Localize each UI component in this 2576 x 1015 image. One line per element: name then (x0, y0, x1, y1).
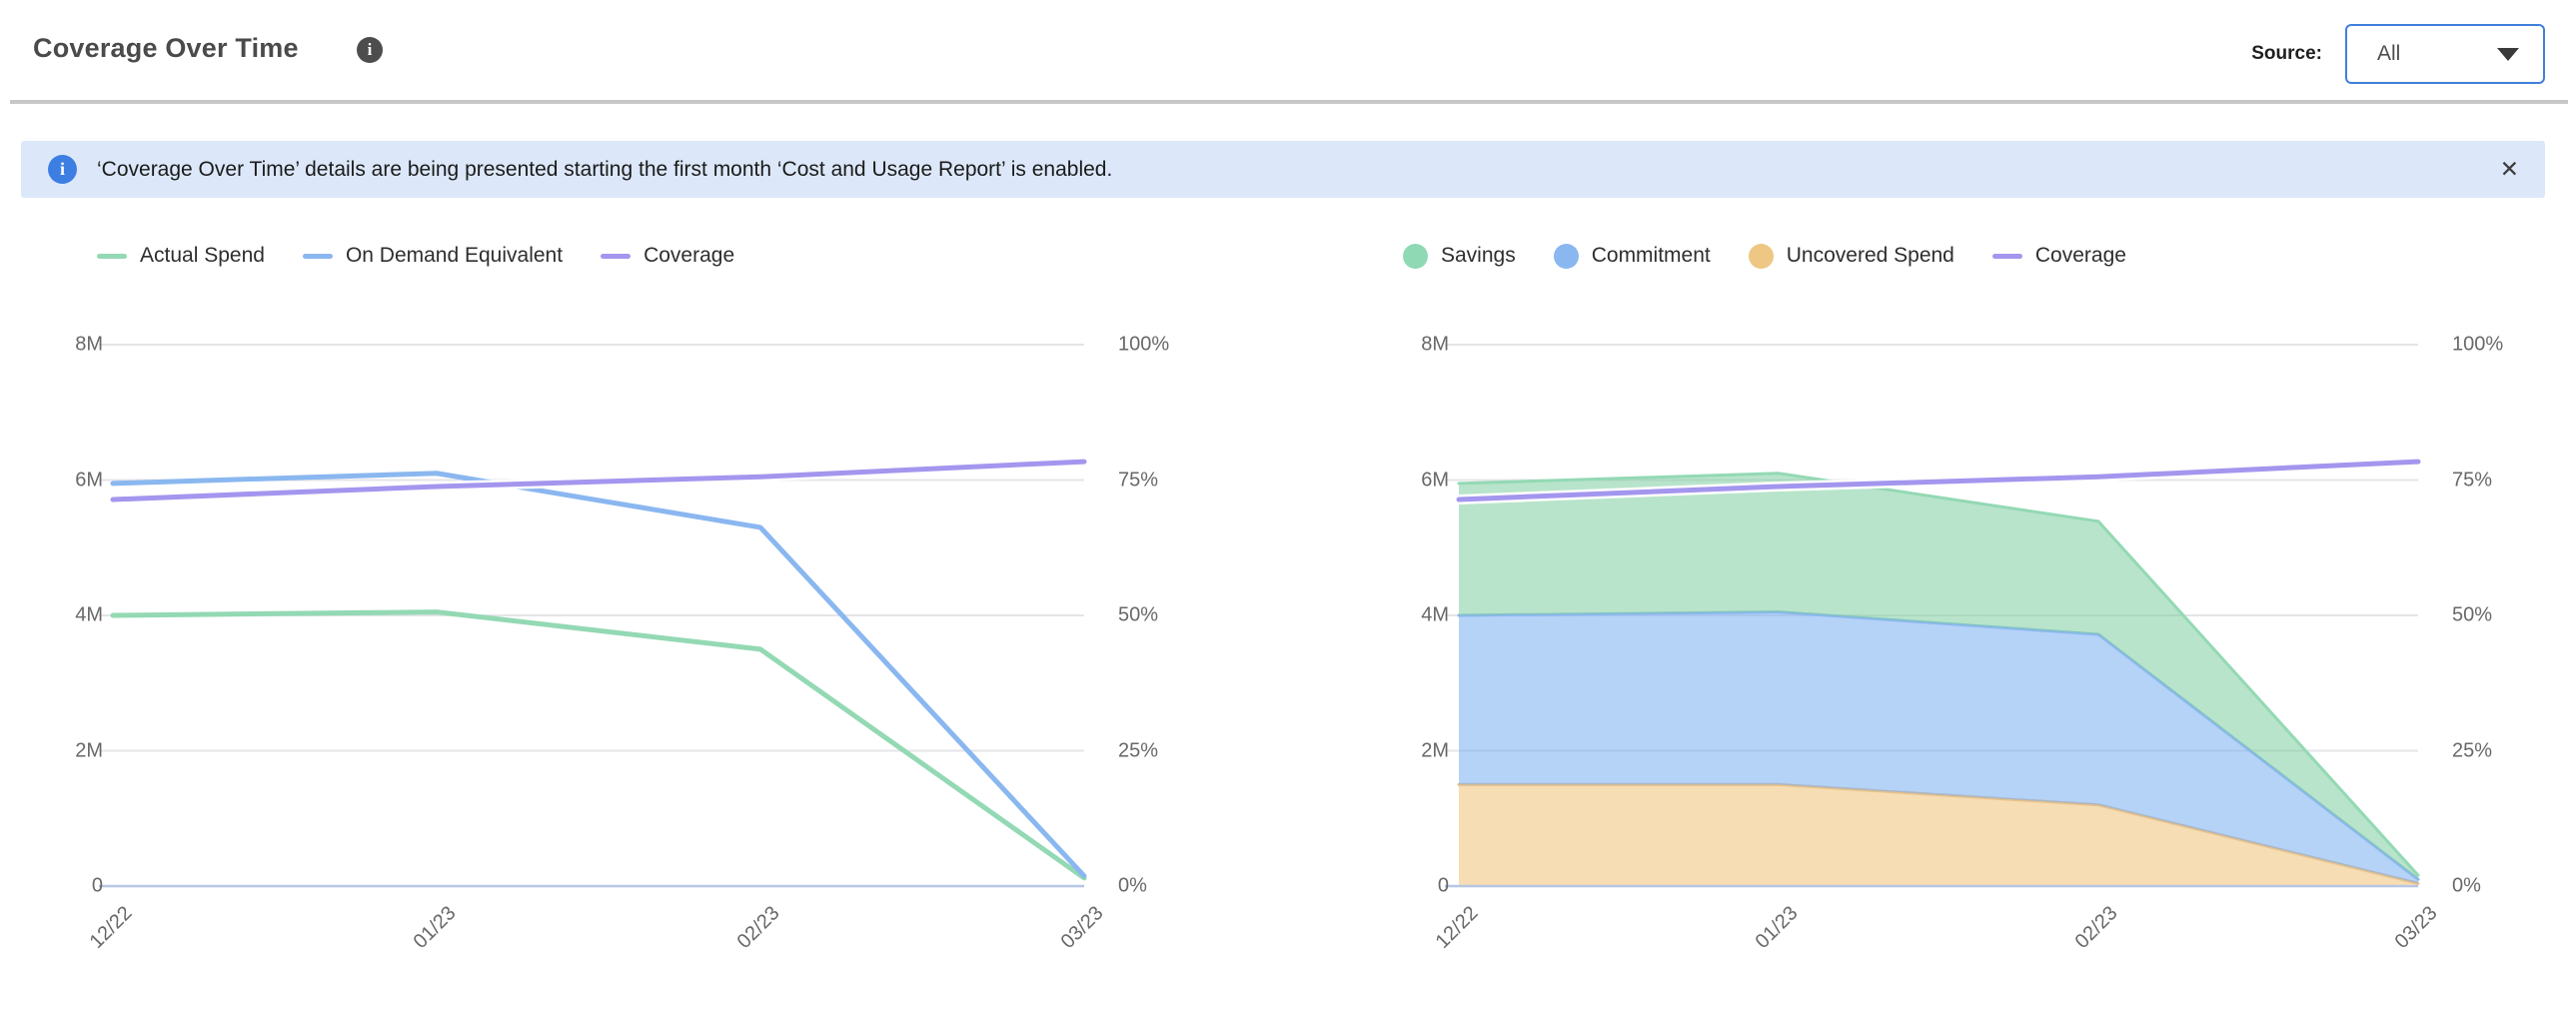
line-chart-legend: Actual Spend On Demand Equivalent Coverage (97, 240, 734, 272)
source-dropdown[interactable]: All (2345, 24, 2545, 84)
y-axis-left-label: 8M (75, 333, 103, 356)
y-axis-right-label: 25% (2452, 739, 2493, 761)
legend-label: Savings (1441, 244, 1516, 267)
banner-text: ‘Coverage Over Time’ details are being p… (97, 157, 1113, 181)
source-dropdown-value: All (2377, 42, 2401, 65)
legend-dot-icon (1553, 243, 1579, 269)
legend-dot-icon (1748, 243, 1774, 269)
legend-label: Coverage (644, 244, 735, 267)
legend-item-uncovered-spend[interactable]: Uncovered Spend (1748, 243, 1954, 269)
legend-item-coverage[interactable]: Coverage (601, 244, 734, 268)
y-axis-right-label: 75% (2452, 469, 2493, 491)
legend-line-icon (1991, 253, 2022, 259)
banner-info-icon: i (48, 155, 77, 184)
y-axis-left-label: 6M (75, 469, 103, 491)
area-chart-legend: Savings Commitment Uncovered Spend Coverage (1403, 240, 2126, 272)
legend-label: Uncovered Spend (1786, 244, 1954, 267)
y-axis-left-label: 8M (1421, 333, 1449, 356)
y-axis-right-label: 25% (1118, 739, 1159, 761)
y-axis-right-label: 0% (2452, 874, 2481, 897)
legend-dot-icon (1403, 243, 1428, 269)
y-axis-right-label: 50% (1118, 603, 1159, 626)
y-axis-left-label: 2M (75, 739, 103, 761)
legend-label: Coverage (2034, 244, 2126, 267)
legend-label: Actual Spend (140, 244, 265, 267)
legend-label: On Demand Equivalent (345, 244, 564, 267)
page-title: Coverage Over Time (33, 33, 299, 63)
y-axis-left-label: 4M (1421, 603, 1449, 626)
line-chart-plot[interactable] (33, 230, 1272, 989)
legend-line-icon (302, 253, 333, 259)
source-label: Source: (2251, 43, 2322, 64)
legend-item-coverage[interactable]: Coverage (1991, 244, 2126, 268)
banner-close-icon[interactable]: ✕ (2499, 156, 2519, 182)
y-axis-right-label: 50% (2452, 603, 2493, 626)
chevron-down-icon (2497, 47, 2519, 61)
y-axis-left-label: 2M (1421, 739, 1449, 761)
legend-item-savings[interactable]: Savings (1403, 243, 1516, 269)
info-icon[interactable]: i (357, 37, 383, 63)
y-axis-right-label: 100% (1118, 333, 1170, 356)
info-banner: i ‘Coverage Over Time’ details are being… (21, 141, 2545, 198)
y-axis-left-label: 6M (1421, 469, 1449, 491)
header-divider (10, 100, 2568, 104)
legend-line-icon (601, 253, 632, 259)
legend-item-commitment[interactable]: Commitment (1553, 243, 1711, 269)
y-axis-left-label: 4M (75, 603, 103, 626)
y-axis-right-label: 75% (1118, 469, 1159, 491)
y-axis-left-label: 0 (1437, 874, 1449, 897)
y-axis-right-label: 0% (1118, 874, 1147, 897)
area-chart-plot[interactable] (1379, 230, 2576, 989)
y-axis-right-label: 100% (2452, 333, 2504, 356)
coverage-area-chart-panel: Savings Commitment Uncovered Spend Coverage… (1379, 230, 2576, 1009)
legend-line-icon (97, 253, 127, 259)
legend-label: Commitment (1591, 244, 1711, 267)
legend-item-actual-spend[interactable]: Actual Spend (97, 244, 265, 268)
y-axis-left-label: 0 (91, 874, 103, 897)
coverage-line-chart-panel: Actual Spend On Demand Equivalent Coverage… (33, 230, 1272, 1009)
legend-item-on-demand-equivalent[interactable]: On Demand Equivalent (302, 244, 564, 268)
